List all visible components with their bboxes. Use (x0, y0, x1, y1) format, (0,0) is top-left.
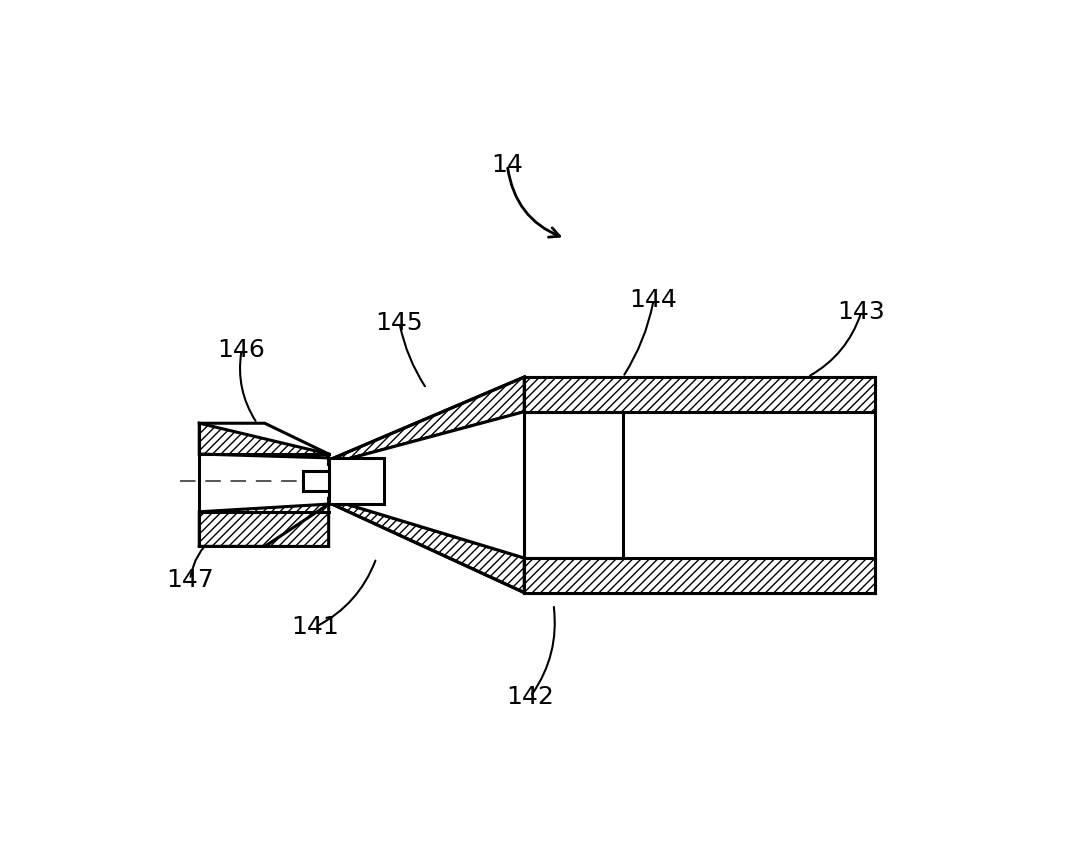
Polygon shape (328, 499, 524, 593)
Text: 141: 141 (291, 615, 339, 639)
Text: 142: 142 (507, 684, 554, 708)
Text: 144: 144 (630, 288, 677, 312)
Bar (303, 471, 328, 491)
Polygon shape (328, 377, 524, 464)
Bar (328, 458, 384, 504)
Bar (524, 558, 876, 593)
Text: 145: 145 (376, 311, 423, 335)
Polygon shape (200, 504, 328, 546)
Bar (524, 377, 876, 593)
Text: 14: 14 (491, 153, 523, 177)
Bar (524, 377, 876, 411)
Polygon shape (200, 423, 328, 458)
Polygon shape (328, 411, 524, 558)
Text: 146: 146 (218, 338, 266, 362)
Text: 143: 143 (838, 300, 886, 324)
Text: 147: 147 (166, 568, 214, 592)
